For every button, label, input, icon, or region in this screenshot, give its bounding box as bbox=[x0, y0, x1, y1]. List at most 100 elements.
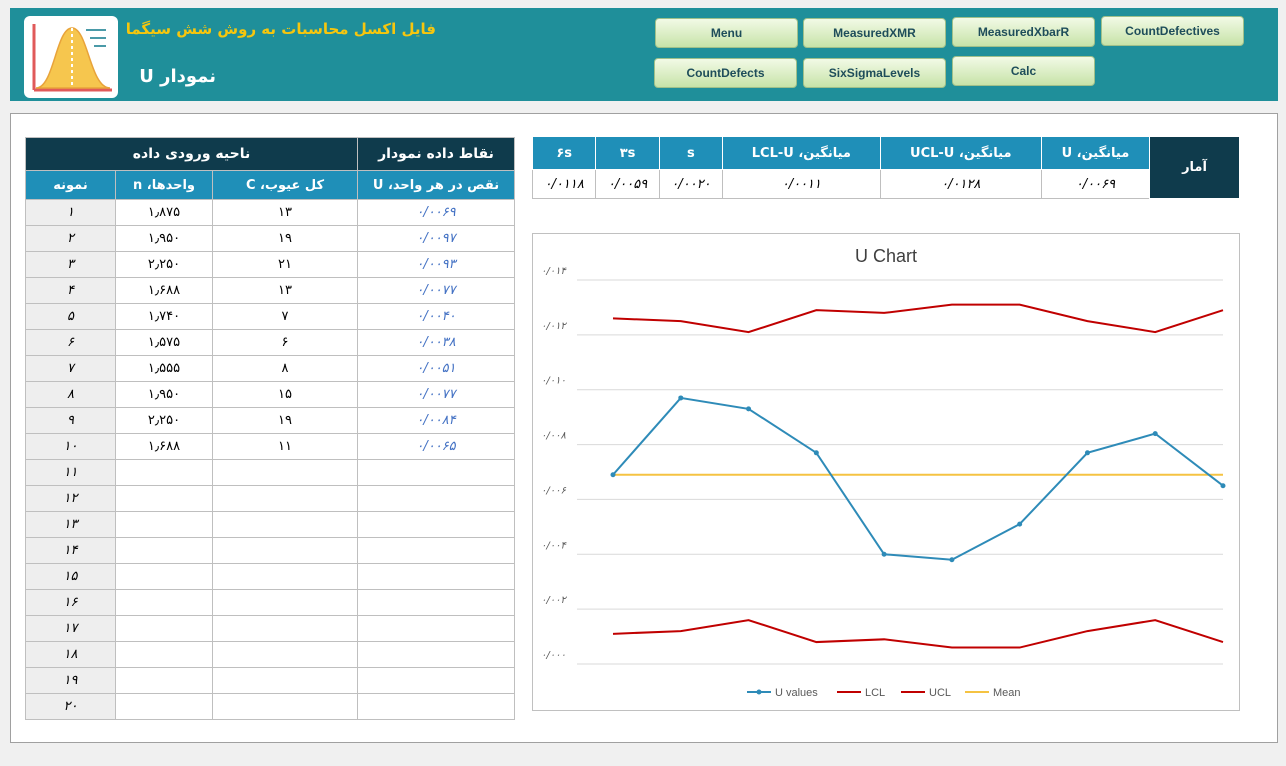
u-cell[interactable] bbox=[357, 459, 515, 486]
sample-cell[interactable]: ۲ bbox=[25, 225, 116, 252]
n-cell[interactable] bbox=[115, 667, 213, 694]
stats-value-6s[interactable]: ۰/۰۱۱۸ bbox=[531, 169, 597, 199]
c-cell[interactable]: ۱۳ bbox=[212, 277, 358, 304]
u-cell[interactable]: ۰/۰۰۹۳ bbox=[357, 251, 515, 278]
sample-cell[interactable]: ۵ bbox=[25, 303, 116, 330]
c-cell[interactable] bbox=[212, 485, 358, 512]
u-cell[interactable]: ۰/۰۰۶۵ bbox=[357, 433, 515, 460]
n-cell[interactable]: ۱٫۵۷۵ bbox=[115, 329, 213, 356]
c-cell[interactable]: ۶ bbox=[212, 329, 358, 356]
table-row: ۰/۰۰۹۷ ۱۹ ۱٫۹۵۰ ۲ bbox=[25, 225, 515, 252]
sample-cell[interactable]: ۱۷ bbox=[25, 615, 116, 642]
n-cell[interactable] bbox=[115, 641, 213, 668]
n-cell[interactable]: ۱٫۸۷۵ bbox=[115, 199, 213, 226]
c-cell[interactable] bbox=[212, 693, 358, 720]
c-cell[interactable] bbox=[212, 615, 358, 642]
calc-button[interactable]: Calc bbox=[952, 56, 1095, 86]
y-tick-label: ۰/۰۰۸ bbox=[541, 431, 566, 442]
u-chart[interactable]: U Chart ۰/۰۰۰ ۰/۰۰۲ ۰/۰۰۴ ۰/۰۰۶ ۰/۰۰۸ ۰/۰۱۰ ۰/۰… bbox=[532, 233, 1240, 711]
chart-points-group-header: نقاط داده نمودار bbox=[357, 137, 515, 171]
c-cell[interactable]: ۲۱ bbox=[212, 251, 358, 278]
sample-cell[interactable]: ۳ bbox=[25, 251, 116, 278]
n-cell[interactable]: ۱٫۶۸۸ bbox=[115, 277, 213, 304]
page-title: نمودار U bbox=[139, 66, 216, 87]
stats-value-ucl[interactable]: ۰/۰۱۲۸ bbox=[879, 169, 1042, 199]
n-cell[interactable]: ۲٫۲۵۰ bbox=[115, 251, 213, 278]
y-tick-label: ۰/۰۱۲ bbox=[541, 321, 567, 332]
c-cell[interactable] bbox=[212, 459, 358, 486]
n-cell[interactable] bbox=[115, 485, 213, 512]
c-cell[interactable] bbox=[212, 511, 358, 538]
sample-cell[interactable]: ۱ bbox=[25, 199, 116, 226]
u-cell[interactable]: ۰/۰۰۸۴ bbox=[357, 407, 515, 434]
n-cell[interactable]: ۱٫۹۵۰ bbox=[115, 381, 213, 408]
sample-cell[interactable]: ۱۶ bbox=[25, 589, 116, 616]
u-cell[interactable] bbox=[357, 641, 515, 668]
u-cell[interactable] bbox=[357, 589, 515, 616]
sample-cell[interactable]: ۸ bbox=[25, 381, 116, 408]
sample-cell[interactable]: ۱۰ bbox=[25, 433, 116, 460]
n-cell[interactable]: ۲٫۲۵۰ bbox=[115, 407, 213, 434]
u-cell[interactable]: ۰/۰۰۹۷ bbox=[357, 225, 515, 252]
n-cell[interactable]: ۱٫۹۵۰ bbox=[115, 225, 213, 252]
sample-cell[interactable]: ۱۸ bbox=[25, 641, 116, 668]
sample-cell[interactable]: ۱۱ bbox=[25, 459, 116, 486]
u-cell[interactable] bbox=[357, 485, 515, 512]
c-cell[interactable] bbox=[212, 667, 358, 694]
c-cell[interactable]: ۱۳ bbox=[212, 199, 358, 226]
c-cell[interactable]: ۱۵ bbox=[212, 381, 358, 408]
u-cell[interactable] bbox=[357, 563, 515, 590]
stats-value-lcl[interactable]: ۰/۰۰۱۱ bbox=[722, 169, 881, 199]
sample-cell[interactable]: ۱۴ bbox=[25, 537, 116, 564]
count-defects-button[interactable]: CountDefects bbox=[654, 58, 797, 88]
u-cell[interactable]: ۰/۰۰۷۷ bbox=[357, 381, 515, 408]
stats-value-s[interactable]: ۰/۰۰۲۰ bbox=[658, 169, 724, 199]
c-cell[interactable]: ۱۱ bbox=[212, 433, 358, 460]
n-cell[interactable]: ۱٫۷۴۰ bbox=[115, 303, 213, 330]
u-cell[interactable]: ۰/۰۰۶۹ bbox=[357, 199, 515, 226]
u-cell[interactable] bbox=[357, 615, 515, 642]
c-cell[interactable]: ۸ bbox=[212, 355, 358, 382]
sample-cell[interactable]: ۷ bbox=[25, 355, 116, 382]
c-cell[interactable]: ۱۹ bbox=[212, 407, 358, 434]
sample-cell[interactable]: ۱۲ bbox=[25, 485, 116, 512]
n-cell[interactable]: ۱٫۵۵۵ bbox=[115, 355, 213, 382]
u-cell[interactable]: ۰/۰۰۵۱ bbox=[357, 355, 515, 382]
sample-cell[interactable]: ۴ bbox=[25, 277, 116, 304]
sample-cell[interactable]: ۱۵ bbox=[25, 563, 116, 590]
c-cell[interactable]: ۷ bbox=[212, 303, 358, 330]
n-cell[interactable] bbox=[115, 693, 213, 720]
n-cell[interactable] bbox=[115, 537, 213, 564]
sample-cell[interactable]: ۱۳ bbox=[25, 511, 116, 538]
u-cell[interactable]: ۰/۰۰۳۸ bbox=[357, 329, 515, 356]
count-defectives-button[interactable]: CountDefectives bbox=[1101, 16, 1244, 46]
n-cell[interactable]: ۱٫۶۸۸ bbox=[115, 433, 213, 460]
c-cell[interactable] bbox=[212, 641, 358, 668]
stats-value-mean-u[interactable]: ۰/۰۰۶۹ bbox=[1040, 169, 1151, 199]
sample-cell[interactable]: ۹ bbox=[25, 407, 116, 434]
n-cell[interactable] bbox=[115, 615, 213, 642]
six-sigma-levels-button[interactable]: SixSigmaLevels bbox=[803, 58, 946, 88]
c-cell[interactable] bbox=[212, 589, 358, 616]
u-cell[interactable] bbox=[357, 667, 515, 694]
n-cell[interactable] bbox=[115, 459, 213, 486]
u-cell[interactable] bbox=[357, 693, 515, 720]
n-cell[interactable] bbox=[115, 563, 213, 590]
measured-xbarr-button[interactable]: MeasuredXbarR bbox=[952, 17, 1095, 47]
sample-cell[interactable]: ۲۰ bbox=[25, 693, 116, 720]
menu-button[interactable]: Menu bbox=[655, 18, 798, 48]
sample-cell[interactable]: ۱۹ bbox=[25, 667, 116, 694]
u-cell[interactable]: ۰/۰۰۴۰ bbox=[357, 303, 515, 330]
u-cell[interactable] bbox=[357, 511, 515, 538]
c-cell[interactable] bbox=[212, 537, 358, 564]
legend-label: U values bbox=[775, 687, 818, 699]
u-cell[interactable]: ۰/۰۰۷۷ bbox=[357, 277, 515, 304]
n-cell[interactable] bbox=[115, 511, 213, 538]
c-cell[interactable]: ۱۹ bbox=[212, 225, 358, 252]
n-cell[interactable] bbox=[115, 589, 213, 616]
sample-cell[interactable]: ۶ bbox=[25, 329, 116, 356]
measured-xmr-button[interactable]: MeasuredXMR bbox=[803, 18, 946, 48]
c-cell[interactable] bbox=[212, 563, 358, 590]
stats-value-3s[interactable]: ۰/۰۰۵۹ bbox=[595, 169, 660, 199]
u-cell[interactable] bbox=[357, 537, 515, 564]
